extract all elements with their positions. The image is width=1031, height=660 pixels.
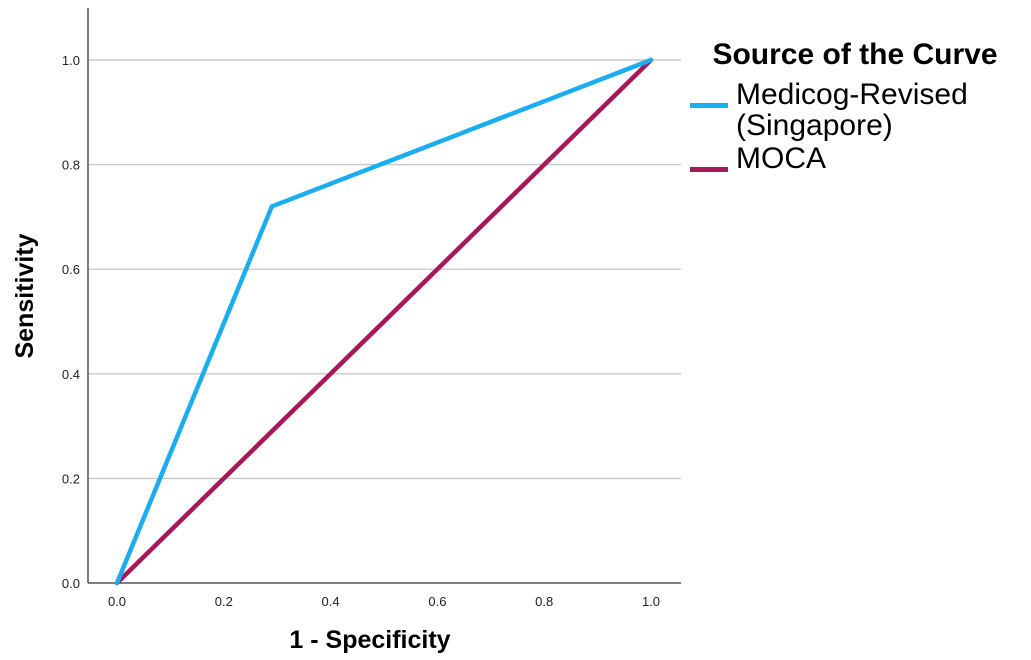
legend-swatch-medicog xyxy=(690,103,728,108)
series-lines xyxy=(114,57,654,586)
x-tick-label: 1.0 xyxy=(642,594,660,609)
x-tick-label: 0.0 xyxy=(108,594,126,609)
y-tick-label: 0.2 xyxy=(62,471,80,486)
legend-title: Source of the Curve xyxy=(712,38,998,71)
legend: Source of the Curve Medicog-Revised (Sin… xyxy=(690,38,1030,176)
x-axis-title: 1 - Specificity xyxy=(289,626,450,654)
x-tick-label: 0.4 xyxy=(322,594,340,609)
legend-item-medicog: Medicog-Revised (Singapore) xyxy=(690,79,1030,141)
x-tick-labels: 0.0 0.2 0.4 0.6 0.8 1.0 xyxy=(108,594,660,609)
x-tick-label: 0.8 xyxy=(535,594,553,609)
y-tick-label: 0.0 xyxy=(62,576,80,591)
series-line-medicog xyxy=(114,57,654,586)
y-tick-label: 0.4 xyxy=(62,367,80,382)
y-axis-title: Sensitivity xyxy=(11,233,39,358)
gridlines xyxy=(88,59,681,480)
legend-item-moca: MOCA xyxy=(690,143,1030,174)
y-tick-label: 0.8 xyxy=(62,158,80,173)
y-tick-label: 0.6 xyxy=(62,262,80,277)
y-tick-label: 1.0 xyxy=(62,53,80,68)
legend-label-medicog: Medicog-Revised (Singapore) xyxy=(736,78,968,142)
x-tick-label: 0.6 xyxy=(428,594,446,609)
legend-label-moca: MOCA xyxy=(736,142,826,175)
x-tick-label: 0.2 xyxy=(215,594,233,609)
y-tick-labels: 0.0 0.2 0.4 0.6 0.8 1.0 xyxy=(62,53,80,591)
legend-swatch-moca xyxy=(690,167,728,172)
series-line-moca xyxy=(114,57,654,586)
